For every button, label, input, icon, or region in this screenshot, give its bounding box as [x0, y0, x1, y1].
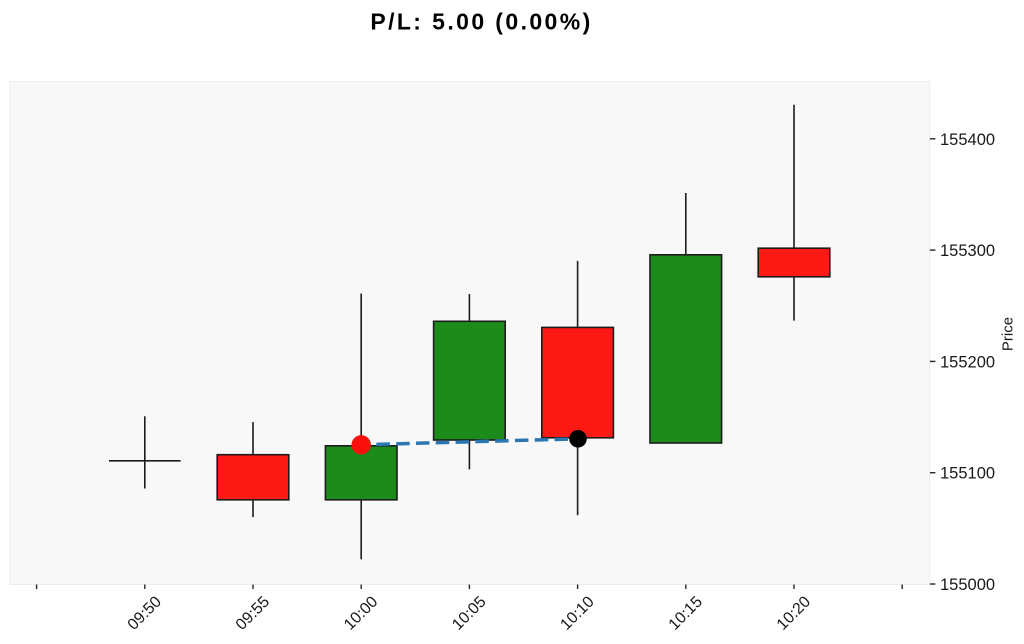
svg-text:155100: 155100: [940, 465, 995, 483]
svg-text:P/L: 5.00 (0.00%): P/L: 5.00 (0.00%): [370, 8, 592, 34]
svg-text:Price: Price: [1000, 317, 1017, 351]
svg-text:155200: 155200: [940, 353, 995, 371]
svg-text:155300: 155300: [940, 242, 995, 260]
svg-text:155400: 155400: [940, 131, 995, 149]
svg-text:155000: 155000: [940, 576, 995, 594]
